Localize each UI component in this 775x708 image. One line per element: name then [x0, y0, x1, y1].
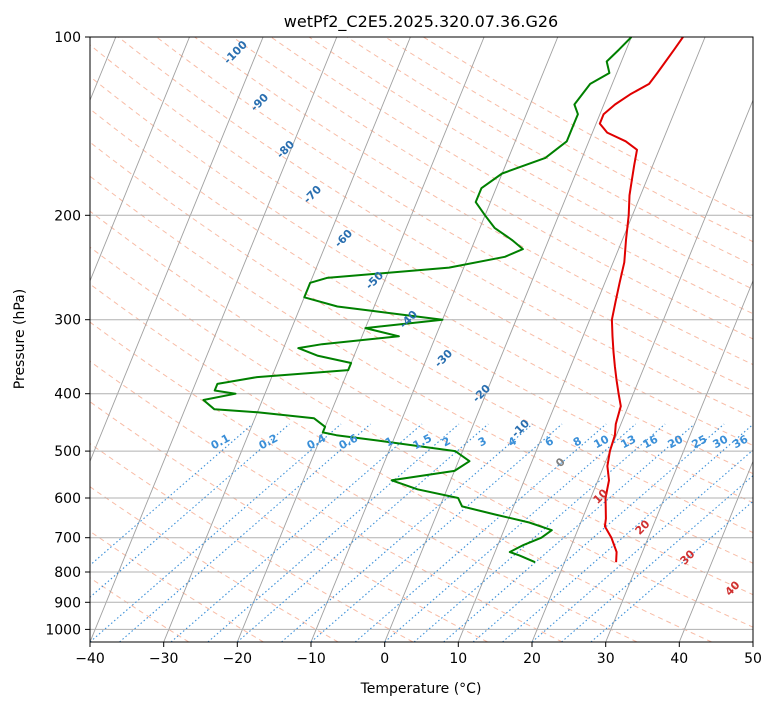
x-axis-label: Temperature (°C)	[360, 681, 482, 697]
isotherm-line	[457, 37, 706, 642]
mixing-ratio-label: 25	[690, 433, 710, 452]
x-tick-label: −20	[223, 651, 253, 667]
mixing-ratio-line	[119, 423, 371, 642]
dry-adiabat	[90, 44, 753, 446]
isotherm-line	[384, 37, 632, 642]
y-axis: 100 200 300 400 500 600 700 800 900 1000	[45, 30, 90, 638]
isotherm-line	[163, 37, 411, 642]
x-tick-label: −40	[75, 651, 105, 667]
mixing-ratio-line	[281, 423, 533, 642]
mixing-ratio-line	[236, 423, 489, 642]
x-axis: −40 −30 −20 −10 0 10 20 30 40 50	[75, 642, 762, 667]
y-tick-label: 700	[54, 531, 81, 547]
mixing-ratio-line	[502, 423, 753, 642]
dry-adiabat	[90, 283, 712, 642]
y-axis-label: Pressure (hPa)	[12, 289, 28, 389]
dry-adiabat	[270, 37, 753, 315]
y-tick-label: 1000	[45, 622, 81, 638]
x-tick-label: 30	[597, 651, 615, 667]
x-tick-label: 20	[523, 651, 541, 667]
mixing-ratio-line	[90, 423, 342, 642]
y-tick-label: 600	[54, 491, 81, 507]
plot-frame	[89, 36, 754, 643]
x-tick-label: −10	[296, 651, 326, 667]
mixing-ratio-line	[90, 423, 253, 566]
dewpoint-profile-line	[202, 37, 633, 564]
isotherm-line	[605, 279, 753, 642]
chart-title: wetPf2_C2E5.2025.320.07.36.G26	[284, 12, 558, 32]
pressure-gridlines	[90, 37, 753, 630]
mixing-ratio-label: 13	[619, 433, 639, 452]
x-tick-label: 0	[380, 651, 389, 667]
mixing-ratio-line	[384, 423, 637, 642]
isotherm-line	[531, 99, 753, 642]
dry-adiabat	[385, 37, 753, 243]
x-tick-label: 40	[670, 651, 688, 667]
mixing-ratio-line	[90, 423, 290, 598]
mixing-ratio-line	[472, 423, 725, 642]
dry-adiabat	[90, 246, 753, 628]
x-tick-label: −30	[149, 651, 179, 667]
mixing-ratio-line	[443, 423, 695, 642]
dry-adiabat	[156, 37, 753, 392]
dry-adiabat	[90, 401, 488, 642]
isotherm-line	[90, 37, 338, 642]
isotherm-line	[90, 37, 190, 283]
dry-adiabat	[90, 75, 753, 475]
mixing-ratio-lines	[90, 423, 753, 642]
isotherm-line	[310, 37, 559, 642]
temperature-profile-line	[598, 37, 684, 563]
dry-adiabat	[117, 37, 753, 419]
mixing-ratio-label: 10	[592, 432, 612, 451]
dry-adiabat	[90, 442, 414, 642]
dry-adiabat	[308, 37, 753, 290]
mixing-ratio-label: 16	[641, 432, 661, 451]
x-tick-label: 10	[449, 651, 467, 667]
y-tick-label: 900	[54, 595, 81, 611]
dry-adiabats	[90, 37, 753, 642]
mixing-ratio-line	[170, 423, 423, 642]
y-tick-label: 800	[54, 565, 81, 581]
mixing-ratio-line	[354, 423, 607, 642]
mixing-ratio-label: 30	[711, 432, 731, 451]
mixing-ratio-label: 20	[666, 432, 686, 451]
profile-series	[202, 37, 684, 564]
y-tick-label: 100	[54, 30, 81, 46]
mixing-ratio-line	[531, 449, 753, 642]
y-tick-label: 400	[54, 387, 81, 403]
isotherm-line	[678, 460, 753, 642]
mixing-ratio-line	[207, 423, 460, 642]
y-tick-label: 500	[54, 444, 81, 460]
x-tick-label: 50	[744, 651, 762, 667]
dry-adiabat	[423, 37, 753, 220]
mixing-ratio-line	[310, 423, 563, 642]
dry-adiabat	[90, 321, 638, 642]
y-tick-label: 300	[54, 313, 81, 329]
plot-area: 0.1 0.2 0.4 0.6 1 1.5 2 3 4 6 8 10 13 16 20 25 30 36-100-…	[90, 37, 753, 642]
mixing-ratio-line	[413, 423, 666, 642]
isotherm-line	[90, 37, 264, 463]
y-tick-label: 200	[54, 208, 81, 224]
mixing-ratio-label: 36	[731, 432, 751, 451]
dry-adiabat	[90, 210, 753, 596]
